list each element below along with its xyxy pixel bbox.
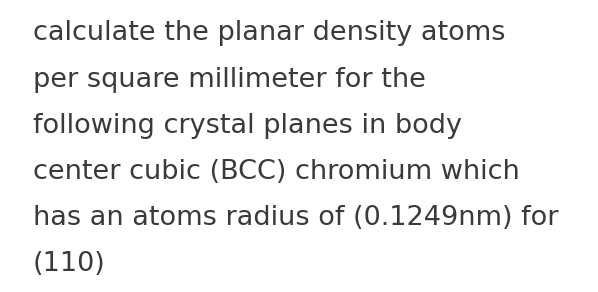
Text: (110): (110) — [33, 251, 106, 277]
Text: per square millimeter for the: per square millimeter for the — [33, 67, 426, 93]
Text: following crystal planes in body: following crystal planes in body — [33, 113, 462, 139]
Text: center cubic (BCC) chromium which: center cubic (BCC) chromium which — [33, 159, 520, 185]
Text: calculate the planar density atoms: calculate the planar density atoms — [33, 20, 505, 46]
Text: has an atoms radius of (0.1249nm) for: has an atoms radius of (0.1249nm) for — [33, 205, 559, 231]
